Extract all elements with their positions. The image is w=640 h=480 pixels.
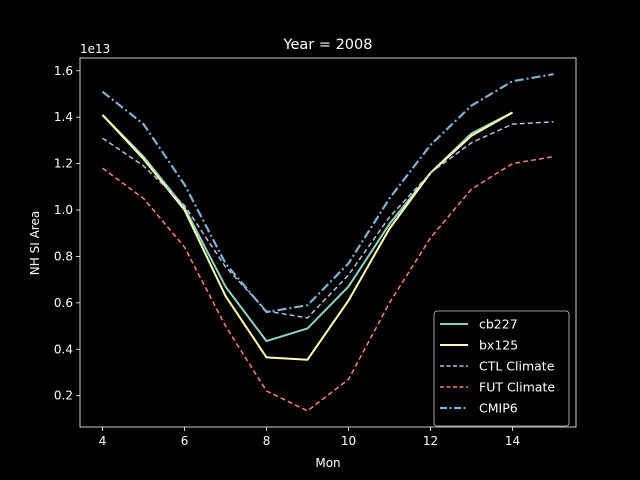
series-line-fut-climate	[102, 155, 554, 412]
legend-label: CMIP6	[479, 401, 518, 416]
x-axis-ticks: 4 6 8 10 12 14	[99, 427, 520, 448]
x-tick-label: 4	[99, 434, 107, 448]
x-axis-label: Mon	[315, 456, 340, 470]
x-tick-label: 12	[423, 434, 438, 448]
x-tick-label: 10	[341, 434, 356, 448]
x-tick-label: 14	[505, 434, 520, 448]
y-tick-label: 0.4	[54, 342, 73, 356]
legend-label: CTL Climate	[479, 359, 555, 374]
legend-label: cb227	[479, 317, 518, 332]
series-line-cb227	[101, 111, 513, 343]
y-tick-label: 1.4	[54, 110, 73, 124]
series-line-cmip6	[101, 73, 554, 314]
series-line-ctl-climate	[102, 121, 554, 319]
plot-frame	[79, 57, 577, 428]
y-axis-ticks: 0.2 0.4 0.6 0.8 1.0 1.2 1.4 1.6	[54, 64, 80, 403]
y-tick-label: 0.2	[54, 389, 73, 403]
legend: cb227 bx125 CTL Climate FUT Climate CMIP6	[433, 310, 570, 427]
y-axis-offset-label: 1e13	[80, 42, 110, 56]
y-tick-label: 0.8	[54, 249, 73, 263]
series-layer	[101, 73, 554, 412]
x-tick-label: 8	[263, 434, 271, 448]
x-tick-label: 6	[181, 434, 189, 448]
legend-label: bx125	[479, 338, 518, 353]
legend-label: FUT Climate	[479, 380, 555, 395]
y-tick-label: 1.2	[54, 157, 73, 171]
legend-box	[433, 310, 570, 427]
y-tick-label: 1.0	[54, 203, 73, 217]
y-tick-label: 1.6	[54, 64, 73, 78]
chart-title: Year = 2008	[283, 37, 373, 53]
y-tick-label: 0.6	[54, 296, 73, 310]
y-axis-label: NH SI Area	[28, 211, 42, 275]
